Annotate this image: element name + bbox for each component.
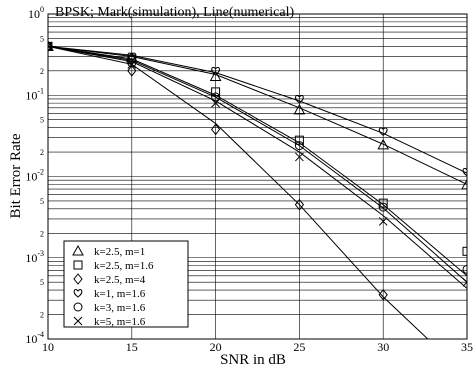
y-tick-label: 10-1 bbox=[25, 86, 44, 102]
legend-label: k=5, m=1.6 bbox=[94, 316, 146, 328]
x-tick-label: 30 bbox=[377, 340, 389, 354]
marker-x bbox=[211, 98, 220, 108]
y-tick-exponent: 0 bbox=[40, 5, 44, 14]
y-tick-exponent: -3 bbox=[37, 249, 44, 258]
legend-label: k=2.5, m=1.6 bbox=[94, 260, 154, 272]
legend-label: k=1, m=1.6 bbox=[94, 288, 146, 300]
marker-circle bbox=[48, 41, 53, 51]
marker-diamond bbox=[127, 64, 137, 77]
numerical-line bbox=[48, 45, 467, 277]
marker-circle bbox=[462, 264, 467, 274]
y-tick-label: 10-3 bbox=[25, 249, 44, 265]
numerical-line bbox=[48, 45, 467, 289]
marker-triangle bbox=[209, 70, 222, 82]
legend-box bbox=[63, 240, 189, 328]
y-tick-label: 2 bbox=[40, 229, 44, 238]
legend-label: k=2.5, m=4 bbox=[94, 274, 146, 286]
y-tick-label: 2 bbox=[40, 67, 44, 76]
legend-label: k=3, m=1.6 bbox=[94, 302, 146, 314]
marker-square bbox=[294, 135, 304, 145]
marker-diamond bbox=[378, 288, 388, 301]
y-axis-label: Bit Error Rate bbox=[8, 133, 24, 218]
y-tick-base: 10 bbox=[28, 7, 40, 21]
legend-marker bbox=[73, 316, 83, 326]
x-tick-label: 15 bbox=[126, 340, 138, 354]
legend-marker bbox=[73, 302, 83, 312]
marker-triangle bbox=[48, 40, 54, 51]
y-tick-label: 10-2 bbox=[25, 168, 44, 184]
marker-diamond bbox=[294, 198, 305, 211]
y-tick-base: 10 bbox=[25, 170, 37, 184]
marker-heart bbox=[462, 167, 467, 177]
x-tick-label: 25 bbox=[293, 340, 305, 354]
chart-title: BPSK; Mark(simulation), Line(numerical) bbox=[55, 5, 294, 20]
marker-x bbox=[48, 41, 53, 51]
y-tick-label: 5 bbox=[40, 34, 44, 43]
marker-triangle bbox=[377, 138, 390, 150]
numerical-line bbox=[48, 45, 467, 174]
y-tick-label: 2 bbox=[40, 311, 44, 320]
legend-marker bbox=[73, 260, 83, 270]
marker-heart bbox=[211, 66, 220, 76]
x-tick-label: 10 bbox=[42, 340, 54, 354]
x-tick-label: 35 bbox=[461, 340, 473, 354]
legend-label: k=2.5, m=1 bbox=[94, 246, 145, 258]
marker-x bbox=[295, 152, 304, 162]
legend-marker bbox=[72, 244, 84, 256]
marker-x bbox=[462, 277, 467, 287]
marker-triangle bbox=[461, 178, 467, 190]
legend-marker bbox=[73, 289, 83, 298]
marker-x bbox=[378, 217, 388, 226]
marker-diamond bbox=[210, 123, 221, 136]
y-tick-label: 5 bbox=[40, 197, 44, 206]
y-tick-base: 10 bbox=[25, 332, 37, 346]
y-tick-exponent: -1 bbox=[37, 86, 44, 95]
x-axis-label: SNR in dB bbox=[220, 352, 286, 368]
y-tick-exponent: -4 bbox=[37, 330, 44, 339]
numerical-line bbox=[48, 45, 467, 185]
marker-heart bbox=[378, 127, 388, 136]
marker-diamond bbox=[48, 40, 53, 53]
x-tick-label: 20 bbox=[210, 340, 222, 354]
marker-circle bbox=[378, 202, 388, 212]
plot-area bbox=[48, 40, 467, 339]
y-tick-base: 10 bbox=[25, 251, 37, 265]
marker-heart bbox=[127, 52, 137, 62]
marker-square bbox=[378, 198, 388, 208]
marker-triangle bbox=[293, 103, 306, 115]
y-tick-base: 10 bbox=[25, 88, 37, 102]
y-tick-exponent: -2 bbox=[37, 168, 44, 177]
legend-marker bbox=[73, 273, 83, 285]
marker-x bbox=[127, 60, 137, 69]
marker-square bbox=[462, 246, 467, 256]
y-tick-label: 10-4 bbox=[25, 330, 44, 346]
y-tick-label: 5 bbox=[40, 116, 44, 125]
y-tick-label: 2 bbox=[40, 148, 44, 157]
marker-square bbox=[211, 87, 221, 97]
numerical-line bbox=[48, 45, 467, 283]
plot-frame bbox=[47, 13, 468, 340]
marker-heart bbox=[295, 95, 304, 104]
y-tick-label: 100 bbox=[28, 5, 44, 21]
marker-circle bbox=[294, 141, 304, 151]
numerical-line bbox=[48, 45, 429, 339]
y-tick-label: 5 bbox=[40, 278, 44, 287]
